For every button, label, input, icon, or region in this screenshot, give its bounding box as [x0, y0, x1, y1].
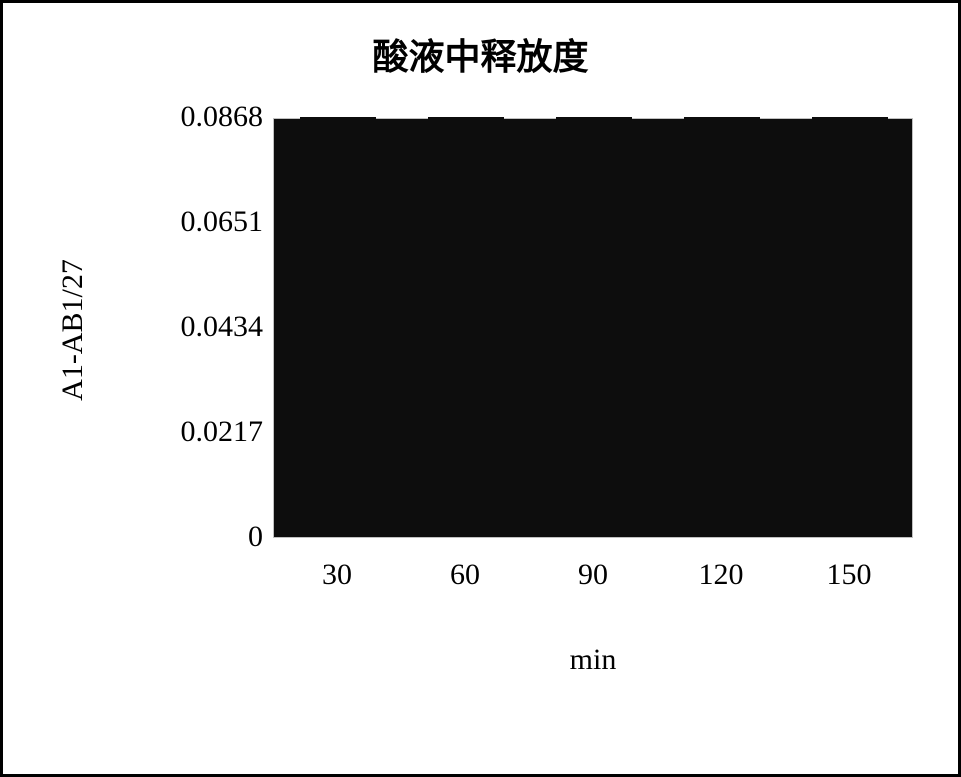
bar	[556, 117, 633, 537]
bar	[812, 117, 889, 537]
xtick-0: 30	[287, 558, 387, 592]
bar	[684, 117, 761, 537]
chart-title: 酸液中释放度	[3, 28, 958, 80]
y-axis-label: A1-AB1/27	[56, 210, 90, 450]
x-axis-label: min	[273, 643, 913, 677]
plot-area	[273, 118, 913, 538]
ytick-3: 0.0651	[118, 205, 263, 239]
ytick-4: 0.0868	[118, 100, 263, 134]
bar	[428, 117, 505, 537]
xtick-3: 120	[671, 558, 771, 592]
ytick-2: 0.0434	[118, 310, 263, 344]
ytick-1: 0.0217	[118, 415, 263, 449]
xtick-2: 90	[543, 558, 643, 592]
figure-frame: 酸液中释放度 A1-AB1/27 0.0868 0.0651 0.0434 0.…	[0, 0, 961, 777]
bar	[300, 117, 377, 537]
xtick-4: 150	[799, 558, 899, 592]
ytick-0: 0	[118, 520, 263, 554]
xtick-1: 60	[415, 558, 515, 592]
